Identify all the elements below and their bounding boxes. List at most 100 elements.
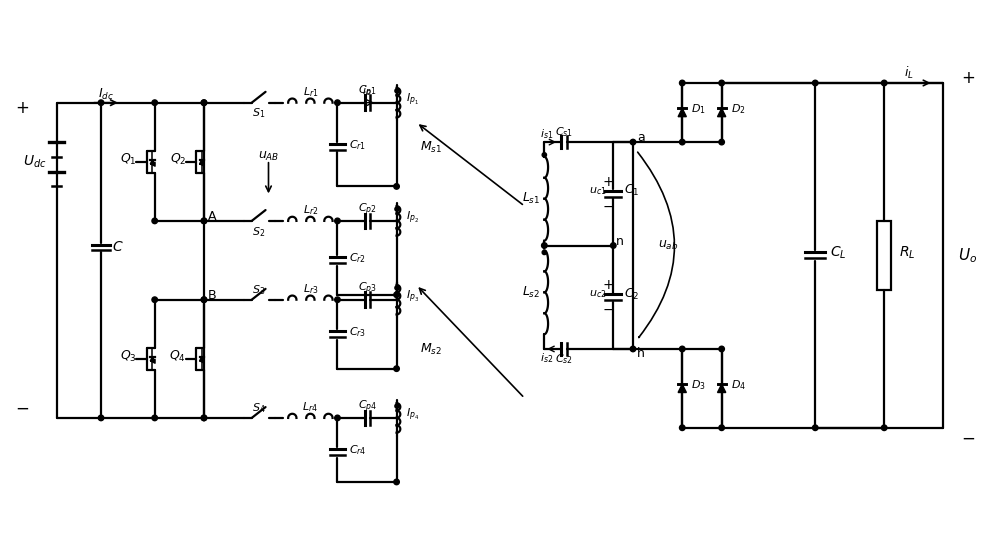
Circle shape [395,88,399,93]
Text: $D_1$: $D_1$ [691,102,706,116]
Circle shape [201,415,207,421]
Text: $Q_2$: $Q_2$ [170,152,186,167]
Text: $C_{p2}$: $C_{p2}$ [358,202,377,218]
Text: $L_{r3}$: $L_{r3}$ [303,282,318,296]
Text: $S_{2}$: $S_{2}$ [252,225,265,239]
Circle shape [679,80,685,86]
Polygon shape [200,160,204,164]
Text: $Q_1$: $Q_1$ [120,152,137,167]
Text: $C_{p1}$: $C_{p1}$ [358,83,377,100]
Text: $L_{s1}$: $L_{s1}$ [522,191,541,206]
Circle shape [335,218,340,223]
Text: $C_1$: $C_1$ [624,183,640,198]
FancyBboxPatch shape [877,221,891,290]
FancyArrowPatch shape [638,152,674,338]
Text: C: C [113,240,123,254]
Text: $L_{r4}$: $L_{r4}$ [302,400,318,414]
Polygon shape [678,384,686,393]
Text: $S_{4}$: $S_{4}$ [252,401,265,415]
Circle shape [719,425,724,431]
Circle shape [152,218,157,223]
Text: $C_{p3}$: $C_{p3}$ [358,281,377,297]
Circle shape [395,404,399,408]
Text: $I_{p_1}$: $I_{p_1}$ [406,91,420,108]
Text: $Q_4$: $Q_4$ [169,349,186,365]
Circle shape [611,243,616,248]
Text: A: A [207,211,216,223]
Text: $u_{AB}$: $u_{AB}$ [258,150,279,164]
Circle shape [812,80,818,86]
Circle shape [335,100,340,105]
Circle shape [881,425,887,431]
Circle shape [679,346,685,352]
Text: $C_{r4}$: $C_{r4}$ [349,444,367,458]
Text: $S_{3}$: $S_{3}$ [252,283,265,297]
Circle shape [542,153,546,157]
Text: $D_3$: $D_3$ [691,379,706,393]
Text: $M_{s2}$: $M_{s2}$ [420,342,442,357]
Text: $S_{1}$: $S_{1}$ [252,106,265,120]
Text: $i_p$: $i_p$ [362,85,372,101]
Text: $I_{p_4}$: $I_{p_4}$ [406,407,420,423]
Polygon shape [200,357,204,361]
Text: $I_{p_2}$: $I_{p_2}$ [406,210,420,226]
Text: +: + [961,69,975,87]
Circle shape [98,415,104,421]
Circle shape [630,139,636,145]
Circle shape [98,100,104,105]
Text: $C_{p4}$: $C_{p4}$ [358,399,377,416]
Circle shape [630,346,636,352]
Text: a: a [637,130,645,144]
Text: $L_{r2}$: $L_{r2}$ [303,203,318,217]
Circle shape [394,184,399,189]
Text: $u_{c2}$: $u_{c2}$ [589,288,606,300]
Circle shape [679,139,685,145]
Circle shape [152,415,157,421]
Circle shape [395,207,399,211]
Polygon shape [150,357,155,361]
Text: $-$: $-$ [961,428,975,447]
Text: $i_{s2}$: $i_{s2}$ [540,351,553,365]
Text: $C_{r2}$: $C_{r2}$ [349,251,366,265]
Circle shape [542,243,547,248]
Text: $L_{r1}$: $L_{r1}$ [303,85,318,99]
Text: $-$: $-$ [602,199,614,213]
Circle shape [335,415,340,421]
Circle shape [679,425,685,431]
Text: $M_{s1}$: $M_{s1}$ [420,139,442,155]
Text: $U_{dc}$: $U_{dc}$ [23,153,47,170]
Circle shape [881,80,887,86]
Text: $C_{s1}$: $C_{s1}$ [555,125,573,139]
Circle shape [201,415,207,421]
Text: $D_4$: $D_4$ [731,379,746,393]
Polygon shape [718,109,726,116]
Text: $D_2$: $D_2$ [731,102,745,116]
Text: $I_{p_3}$: $I_{p_3}$ [406,288,420,305]
Circle shape [152,100,157,105]
Text: +: + [15,99,29,116]
Text: $U_o$: $U_o$ [958,246,978,265]
Circle shape [812,425,818,431]
Circle shape [201,297,207,302]
Text: $C_L$: $C_L$ [830,244,847,260]
Circle shape [201,218,207,223]
Polygon shape [150,160,155,164]
Circle shape [719,346,724,352]
Text: $-$: $-$ [15,399,29,417]
Text: $L_{s2}$: $L_{s2}$ [522,285,541,300]
Text: $i_{s1}$: $i_{s1}$ [540,127,553,141]
Circle shape [335,297,340,302]
Text: +: + [603,278,614,292]
Text: $-$: $-$ [602,302,614,316]
Text: $i_L$: $i_L$ [904,65,914,81]
Text: h: h [637,347,645,361]
Circle shape [719,80,724,86]
Circle shape [201,218,207,223]
Text: $R_L$: $R_L$ [899,244,915,260]
Text: +: + [603,175,614,189]
Circle shape [201,100,207,105]
Circle shape [394,292,399,297]
Text: $C_{s2}$: $C_{s2}$ [555,352,573,366]
Circle shape [201,100,207,105]
Polygon shape [678,109,686,116]
